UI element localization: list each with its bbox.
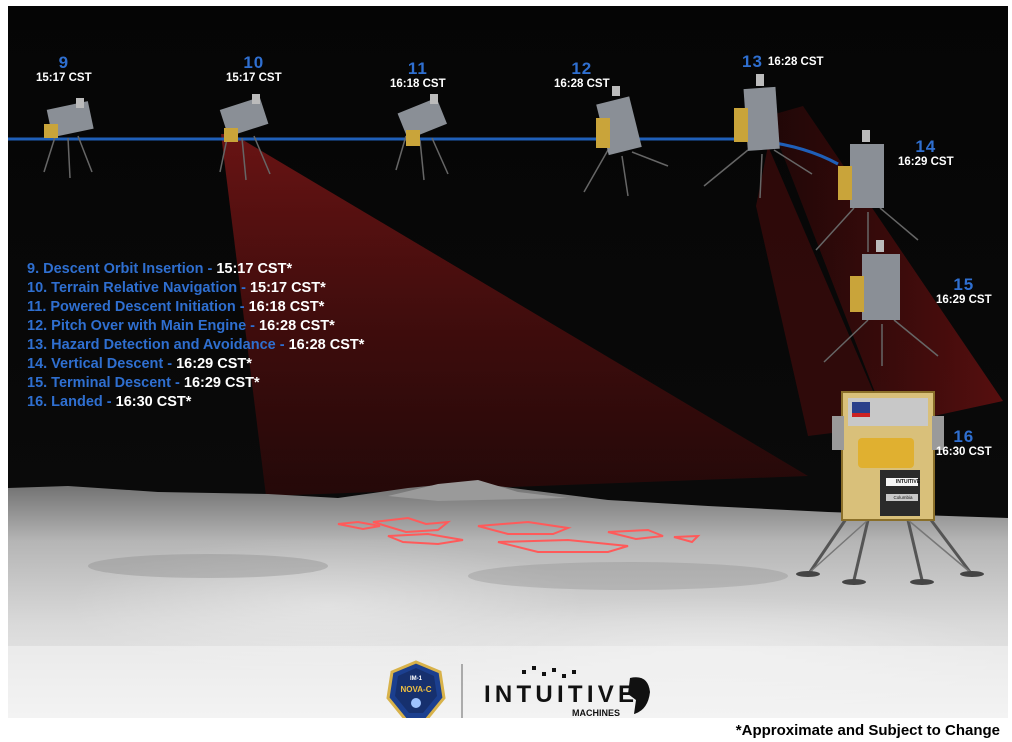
disclaimer-note: *Approximate and Subject to Change: [735, 722, 1000, 739]
phase-number: 14: [915, 137, 937, 156]
legend-label: 14. Vertical Descent -: [27, 356, 177, 372]
legend-item: 15. Terminal Descent - 16:29 CST*: [27, 374, 364, 393]
phase-time: 15:17 CST: [226, 72, 282, 84]
phase-time: 16:29 CST: [898, 156, 954, 168]
patch-top-text: IM-1: [410, 676, 423, 682]
legend-item: 10. Terrain Relative Navigation - 15:17 …: [27, 279, 364, 298]
brand-sub-text: MACHINES: [572, 708, 620, 718]
legend-time: 16:28 CST*: [288, 337, 365, 353]
phase-time: 16:28 CST: [554, 78, 610, 90]
legend-item: 9. Descent Orbit Insertion - 15:17 CST*: [27, 260, 364, 279]
legend-time: 15:17 CST*: [249, 280, 326, 296]
legend-item: 16. Landed - 16:30 CST*: [27, 393, 364, 412]
brand-logos: IM-1 NOVA-C INTUITIVE MACHINES: [386, 660, 650, 718]
lander-12: [583, 86, 669, 197]
patch-main-text: NOVA-C: [401, 685, 432, 694]
phase-time: 15:17 CST: [36, 72, 92, 84]
legend-item: 13. Hazard Detection and Avoidance - 16:…: [27, 336, 364, 355]
legend-time: 16:30 CST*: [115, 394, 192, 410]
phase-time: 16:18 CST: [390, 78, 446, 90]
legend-item: 11. Powered Descent Initiation - 16:18 C…: [27, 298, 364, 317]
phase-label-12: 12 16:28 CST: [554, 60, 610, 91]
legend-label: 15. Terminal Descent -: [27, 375, 184, 391]
phase-time: 16:28 CST: [767, 55, 824, 68]
phase-number: 15: [953, 275, 975, 294]
phase-time: 16:30 CST: [936, 446, 992, 458]
mission-patch-logo: IM-1 NOVA-C: [386, 660, 446, 718]
infographic-canvas: INTUITIVE Columbia 9 15:17 CST 10 15:17 …: [8, 6, 1008, 718]
phase-legend: 9. Descent Orbit Insertion - 15:17 CST* …: [27, 260, 364, 412]
phase-number: 12: [571, 59, 593, 78]
lander-10: [219, 94, 271, 181]
legend-label: 11. Powered Descent Initiation -: [27, 299, 249, 315]
phase-number: 16: [953, 427, 975, 446]
lander-brand-mark: INTUITIVE: [896, 479, 921, 485]
legend-item: 12. Pitch Over with Main Engine - 16:28 …: [27, 317, 364, 336]
lander-sponsor-mark: Columbia: [893, 495, 913, 500]
legend-label: 16. Landed -: [27, 394, 116, 410]
phase-number: 13: [742, 52, 763, 71]
phase-label-13: 13 16:28 CST: [742, 53, 824, 71]
lander-13: [703, 74, 813, 199]
legend-time: 16:18 CST*: [248, 299, 325, 315]
legend-time: 16:28 CST*: [259, 318, 335, 334]
legend-label: 12. Pitch Over with Main Engine -: [27, 318, 260, 334]
phase-label-14: 14 16:29 CST: [898, 138, 954, 169]
brand-main-text: INTUITIVE: [484, 681, 634, 708]
phase-label-10: 10 15:17 CST: [226, 54, 282, 85]
lander-15: [823, 240, 939, 366]
lander-11: [395, 94, 449, 181]
phase-number: 11: [407, 59, 428, 78]
legend-label: 10. Terrain Relative Navigation -: [27, 280, 250, 296]
phase-time: 16:29 CST: [936, 294, 992, 306]
legend-time: 15:17 CST*: [216, 261, 293, 277]
trn-sensor-beam: [221, 134, 808, 496]
phase-label-15: 15 16:29 CST: [936, 276, 992, 307]
lander-16-landed: [796, 391, 984, 585]
phase-label-11: 11 16:18 CST: [390, 60, 446, 91]
legend-item: 14. Vertical Descent - 16:29 CST*: [27, 355, 364, 374]
legend-time: 16:29 CST*: [183, 375, 260, 391]
legend-label: 13. Hazard Detection and Avoidance -: [27, 337, 289, 353]
legend-time: 16:29 CST*: [176, 356, 252, 372]
lander-14: [815, 130, 919, 252]
hazard-contours: [337, 516, 701, 553]
legend-label: 9. Descent Orbit Insertion -: [27, 261, 217, 277]
phase-label-9: 9 15:17 CST: [36, 54, 92, 85]
lander-9: [43, 98, 94, 179]
hda-sensor-beam-lower: [756, 146, 888, 436]
phase-number: 10: [243, 53, 265, 72]
phase-number: 9: [58, 53, 70, 72]
intuitive-machines-logo: INTUITIVE MACHINES: [484, 666, 650, 718]
phase-label-16: 16 16:30 CST: [936, 428, 992, 459]
lunar-landing-scene: INTUITIVE Columbia: [8, 6, 1008, 718]
